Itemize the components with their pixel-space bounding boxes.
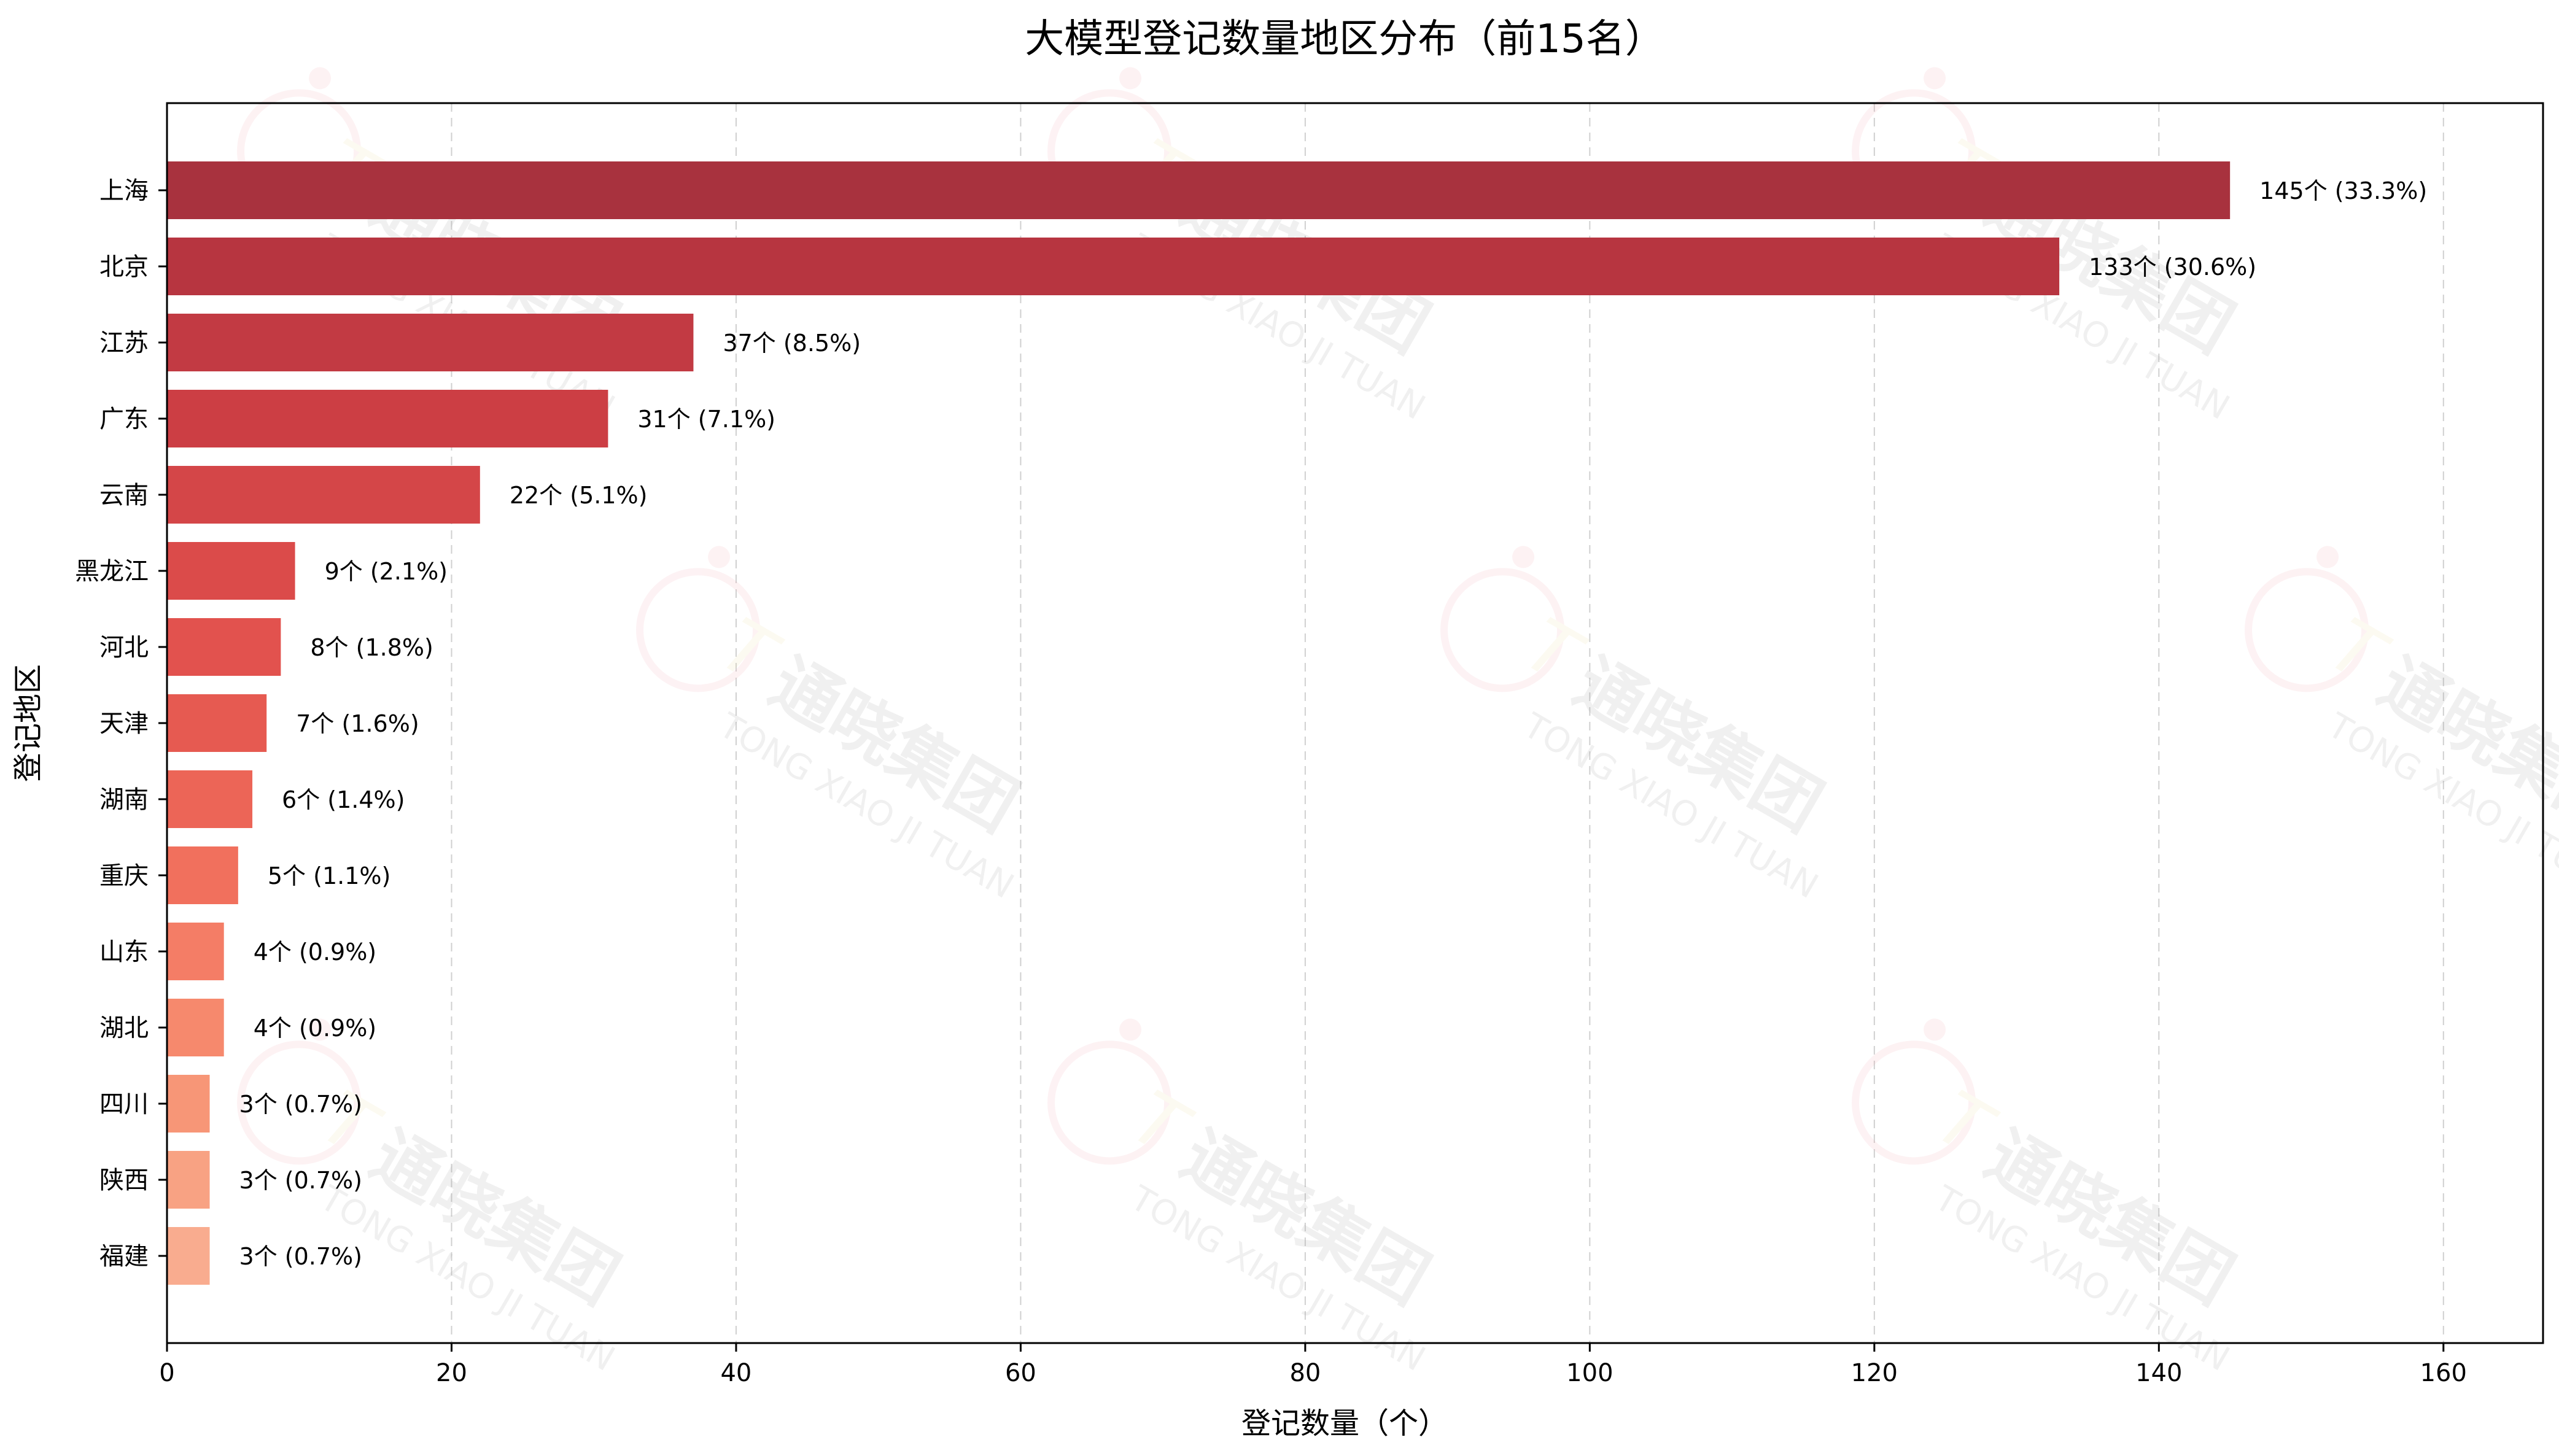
chart-title: 大模型登记数量地区分布（前15名） <box>1025 17 1664 62</box>
bar <box>167 846 238 904</box>
data-label: 5个 (1.1%) <box>268 862 390 889</box>
data-label: 133个 (30.6%) <box>2089 254 2256 281</box>
bars <box>167 161 2231 1285</box>
bar <box>167 466 480 524</box>
bar <box>167 923 224 980</box>
x-tick-label: 140 <box>2135 1359 2182 1387</box>
category-label: 北京 <box>99 253 149 281</box>
data-label: 6个 (1.4%) <box>282 786 405 813</box>
watermark-ring <box>1440 568 1565 692</box>
x-axis-ticks: 0 20 40 60 80 100 120 140 160 <box>159 1343 2467 1387</box>
data-label: 31个 (7.1%) <box>637 406 775 433</box>
data-label: 37个 (8.5%) <box>723 330 861 357</box>
category-label: 上海 <box>99 177 149 205</box>
watermark-dot <box>1119 1018 1142 1041</box>
x-tick-label: 60 <box>1005 1359 1036 1387</box>
bar <box>167 999 224 1056</box>
data-label: 3个 (0.7%) <box>239 1243 362 1270</box>
x-tick-label: 160 <box>2420 1359 2467 1387</box>
watermark-dot <box>1924 1018 1946 1041</box>
category-label: 广东 <box>99 405 149 433</box>
category-label: 云南 <box>99 481 149 509</box>
x-axis-label: 登记数量（个） <box>1241 1406 1448 1441</box>
x-tick-label: 80 <box>1289 1359 1321 1387</box>
plot-frame <box>166 102 2544 1344</box>
bar <box>167 390 608 447</box>
category-label: 福建 <box>99 1242 149 1271</box>
data-label: 3个 (0.7%) <box>239 1167 362 1194</box>
category-label: 四川 <box>99 1090 149 1118</box>
watermark-ring <box>636 568 761 692</box>
category-label: 陕西 <box>99 1166 149 1195</box>
category-label: 河北 <box>99 633 149 662</box>
data-label: 8个 (1.8%) <box>310 634 433 661</box>
watermark-dot <box>1512 546 1535 568</box>
category-label: 黑龙江 <box>75 557 149 586</box>
watermark-dot <box>2316 546 2339 568</box>
watermark-dot <box>309 1018 332 1041</box>
data-label: 3个 (0.7%) <box>239 1091 362 1118</box>
bar <box>167 1075 210 1133</box>
y-axis-label: 登记地区 <box>11 664 45 782</box>
category-label: 湖北 <box>99 1014 149 1042</box>
data-label: 7个 (1.6%) <box>296 710 419 737</box>
watermark-dot <box>708 546 731 568</box>
bar <box>167 314 694 371</box>
data-label: 4个 (0.9%) <box>254 1015 376 1042</box>
grid-lines <box>166 103 2444 1343</box>
category-label: 湖南 <box>99 786 149 814</box>
x-tick-label: 120 <box>1851 1359 1898 1387</box>
category-label: 山东 <box>99 938 149 966</box>
watermark-dot <box>1119 67 1142 90</box>
bar <box>167 618 281 676</box>
category-label: 天津 <box>99 710 149 738</box>
category-label: 重庆 <box>99 862 149 890</box>
watermark-ring <box>237 1040 362 1165</box>
watermark-ring <box>1852 1040 1976 1165</box>
x-tick-label: 100 <box>1566 1359 1613 1387</box>
watermark-dot <box>1924 67 1946 90</box>
bar <box>167 238 2060 295</box>
bar <box>167 161 2231 219</box>
bar <box>167 694 267 752</box>
bar <box>167 1227 210 1285</box>
data-label: 22个 (5.1%) <box>510 482 648 509</box>
watermark-ring <box>1047 1040 1172 1165</box>
bar <box>167 1151 210 1209</box>
watermark-dot <box>309 67 332 90</box>
bar <box>167 770 253 828</box>
data-labels: 145个 (33.3%) 133个 (30.6%) 37个 (8.5%) 31个 (7… <box>239 177 2428 1270</box>
data-label: 9个 (2.1%) <box>325 558 448 585</box>
x-tick-label: 40 <box>720 1359 751 1387</box>
data-label: 4个 (0.9%) <box>254 939 376 966</box>
data-label: 145个 (33.3%) <box>2259 177 2427 204</box>
x-tick-label: 0 <box>159 1359 174 1387</box>
x-tick-label: 20 <box>436 1359 467 1387</box>
category-label: 江苏 <box>99 329 149 357</box>
watermark-ring <box>2245 568 2369 692</box>
bar <box>167 542 295 600</box>
